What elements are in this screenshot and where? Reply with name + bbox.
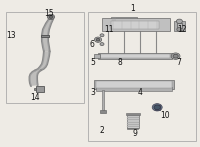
Bar	[94, 54, 100, 58]
Circle shape	[49, 15, 53, 18]
Polygon shape	[42, 19, 53, 51]
Bar	[96, 81, 172, 88]
Text: 15: 15	[44, 9, 54, 18]
Bar	[34, 88, 36, 90]
Circle shape	[47, 14, 55, 20]
Text: 5: 5	[90, 58, 95, 67]
Bar	[127, 126, 139, 127]
Circle shape	[171, 53, 180, 59]
Bar	[41, 35, 49, 37]
Text: 11: 11	[104, 25, 114, 34]
Text: 2: 2	[100, 126, 104, 135]
Circle shape	[100, 43, 104, 46]
Text: 3: 3	[90, 88, 95, 97]
Circle shape	[176, 19, 182, 24]
Text: 8: 8	[118, 58, 122, 67]
Polygon shape	[30, 70, 41, 86]
Circle shape	[94, 37, 102, 42]
Circle shape	[152, 104, 162, 111]
Bar	[100, 110, 106, 113]
Bar	[102, 90, 104, 110]
Text: 1: 1	[131, 4, 135, 13]
Text: 10: 10	[160, 111, 170, 120]
Bar	[126, 113, 140, 115]
Bar	[6, 12, 84, 103]
Text: 6: 6	[90, 40, 95, 49]
Bar	[127, 124, 139, 125]
Bar	[94, 80, 174, 89]
Bar	[36, 86, 44, 92]
Bar	[127, 128, 138, 129]
Bar	[111, 17, 137, 25]
Polygon shape	[35, 51, 50, 71]
Bar	[102, 18, 170, 31]
Circle shape	[177, 27, 182, 31]
Bar	[127, 119, 139, 120]
Circle shape	[96, 38, 100, 41]
Bar	[88, 12, 196, 141]
Bar	[127, 115, 139, 128]
Circle shape	[173, 54, 178, 58]
Circle shape	[100, 34, 104, 37]
Bar	[174, 21, 185, 31]
Bar	[127, 115, 139, 116]
Bar	[96, 87, 172, 91]
Text: 13: 13	[6, 31, 16, 40]
Bar	[155, 105, 160, 110]
Text: 4: 4	[138, 88, 142, 97]
Bar	[127, 117, 139, 118]
Text: 7: 7	[177, 58, 181, 67]
Text: 9: 9	[133, 128, 137, 138]
Text: 14: 14	[30, 92, 40, 102]
Bar	[111, 21, 159, 29]
Text: 12: 12	[177, 25, 187, 34]
Bar	[98, 53, 172, 59]
Bar	[127, 122, 139, 123]
Circle shape	[154, 105, 160, 110]
Bar	[177, 23, 182, 28]
Bar	[100, 54, 170, 58]
